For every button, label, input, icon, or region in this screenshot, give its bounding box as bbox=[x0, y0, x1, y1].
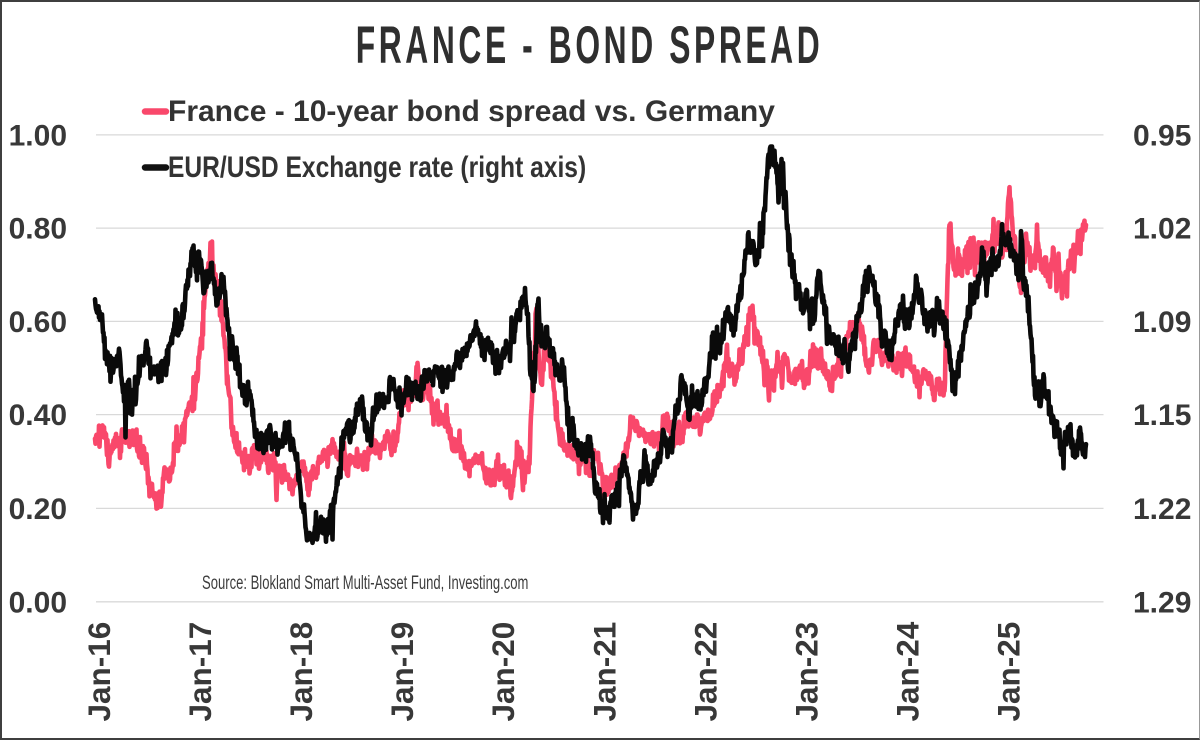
svg-text:EUR/USD Exchange rate (right a: EUR/USD Exchange rate (right axis) bbox=[168, 150, 586, 184]
svg-text:Jan-19: Jan-19 bbox=[384, 622, 420, 722]
svg-text:Jan-16: Jan-16 bbox=[81, 622, 117, 722]
svg-text:0.40: 0.40 bbox=[9, 399, 67, 432]
svg-text:1.09: 1.09 bbox=[1133, 306, 1191, 339]
svg-text:Jan-22: Jan-22 bbox=[687, 622, 723, 722]
svg-text:0.00: 0.00 bbox=[9, 586, 67, 619]
svg-text:Jan-21: Jan-21 bbox=[586, 622, 622, 722]
svg-text:0.20: 0.20 bbox=[9, 493, 67, 526]
svg-text:0.95: 0.95 bbox=[1133, 119, 1191, 152]
svg-text:FRANCE - BOND SPREAD: FRANCE - BOND SPREAD bbox=[356, 16, 824, 75]
svg-text:0.80: 0.80 bbox=[9, 213, 67, 246]
svg-text:Jan-25: Jan-25 bbox=[991, 622, 1027, 722]
svg-text:1.29: 1.29 bbox=[1133, 586, 1191, 619]
svg-text:Jan-18: Jan-18 bbox=[283, 622, 319, 722]
svg-text:Jan-20: Jan-20 bbox=[485, 622, 521, 722]
svg-text:Jan-17: Jan-17 bbox=[182, 622, 218, 722]
svg-text:1.15: 1.15 bbox=[1133, 399, 1191, 432]
svg-text:France - 10-year bond spread v: France - 10-year bond spread vs. Germany bbox=[168, 95, 775, 128]
svg-text:Source: Blokland Smart Multi-A: Source: Blokland Smart Multi-Asset Fund,… bbox=[202, 571, 528, 593]
svg-text:Jan-24: Jan-24 bbox=[889, 621, 925, 721]
svg-text:1.22: 1.22 bbox=[1133, 493, 1191, 526]
svg-text:1.02: 1.02 bbox=[1133, 213, 1191, 246]
svg-text:Jan-23: Jan-23 bbox=[788, 622, 824, 722]
svg-text:0.60: 0.60 bbox=[9, 306, 67, 339]
svg-text:1.00: 1.00 bbox=[9, 119, 67, 152]
